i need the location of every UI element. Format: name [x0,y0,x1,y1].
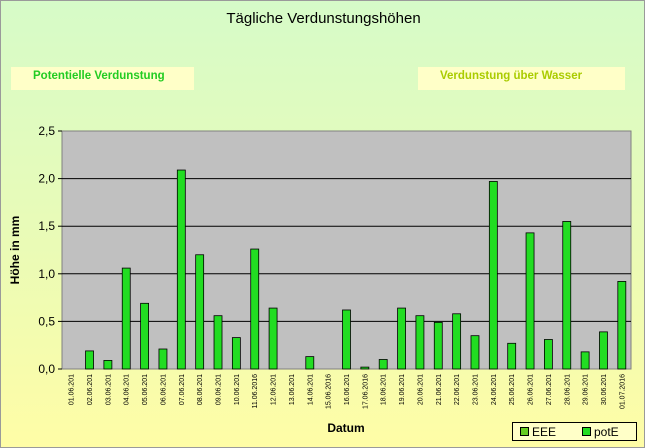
x-tick-label: 12.06.201 [271,374,278,405]
bar-pote [378,359,388,370]
x-tick-label: 01.06.201 [69,374,76,405]
bar-pote [176,169,186,370]
x-tick-label: 28.06.201 [564,374,571,405]
bar-pote [433,321,443,370]
bar-pote [85,350,94,370]
x-tick-label: 13.06.201 [289,374,296,405]
x-tick-label: 16.06.201 [344,374,351,405]
bar-pote [268,307,278,370]
x-tick-label: 11.06.2016 [252,374,259,409]
x-tick-label: 27.06.201 [546,374,553,405]
bar-pote [195,254,205,370]
bar-pote [213,315,223,370]
verdunstung-ueber-wasser-button[interactable]: Verdunstung über Wasser [418,67,625,90]
y-tick-label: 2,5 [38,124,55,138]
x-tick-label: 24.06.201 [491,374,498,405]
x-tick-label: 26.06.201 [528,374,535,405]
bar-pote [305,356,315,370]
x-tick-label: 23.06.201 [472,374,479,405]
x-tick-label: 06.06.201 [160,374,167,405]
legend-label-pote: potE [594,425,619,439]
x-tick-label: 25.06.201 [509,374,516,405]
x-tick-label: 21.06.201 [436,374,443,405]
x-tick-label: 22.06.201 [454,374,461,405]
bar-pote [158,348,168,370]
y-tick-label: 1,0 [38,267,55,281]
bar-pote [415,315,425,370]
x-tick-label: 04.06.201 [124,374,131,405]
x-tick-label: 30.06.201 [601,374,608,405]
bar-pote [507,342,517,370]
bar-pote [121,267,131,370]
x-tick-label: 15.06.2016 [326,374,333,409]
chart-title: Tägliche Verdunstungshöhen [226,10,421,27]
bar-pote [599,331,608,370]
x-tick-label: 03.06.201 [105,374,112,405]
bar-pote [617,281,627,370]
x-tick-label: 20.06.201 [417,374,424,405]
x-tick-label: 29.06.201 [583,374,590,405]
bar-pote [250,248,260,370]
x-tick-label: 02.06.201 [87,374,94,405]
bar-pote [488,181,498,370]
y-axis-label: Höhe in mm [8,216,22,285]
y-tick-label: 2,0 [38,172,55,186]
bar-pote [231,337,241,370]
x-tick-label: 19.06.201 [399,374,406,405]
legend-swatch-eee [520,427,529,437]
bar-pote [452,313,462,370]
x-tick-label: 10.06.201 [234,374,241,405]
y-tick-label: 0,0 [38,362,55,376]
bar-pote [544,339,553,370]
bar-pote [470,335,480,370]
potentielle-verdunstung-button[interactable]: Potentielle Verdunstung [11,67,194,90]
bar-pote [397,307,406,370]
bar-pote [360,366,370,370]
x-tick-label: 14.06.201 [307,374,314,405]
y-tick-label: 1,5 [38,219,55,233]
x-axis-label: Datum [327,421,364,435]
chart-legend: EEE potE [512,422,637,441]
bar-pote [580,351,590,370]
y-tick-label: 0,5 [38,314,55,328]
x-tick-label: 09.06.201 [216,374,223,405]
x-tick-label: 18.06.201 [381,374,388,405]
bar-pote [103,360,113,370]
bar-pote [562,221,572,370]
x-tick-label: 08.06.201 [197,374,204,405]
legend-item-pote: potE [582,425,619,439]
x-tick-label: 05.06.201 [142,374,149,405]
bar-pote [342,309,351,370]
x-tick-label: 01.07.2016 [619,374,626,409]
bar-pote [525,232,535,370]
legend-swatch-pote [582,427,591,437]
x-tick-label: 17.06.2016 [362,374,369,409]
x-tick-label: 07.06.201 [179,374,186,405]
legend-item-eee: EEE [520,425,556,439]
bar-pote [140,302,149,370]
legend-label-eee: EEE [532,425,557,439]
